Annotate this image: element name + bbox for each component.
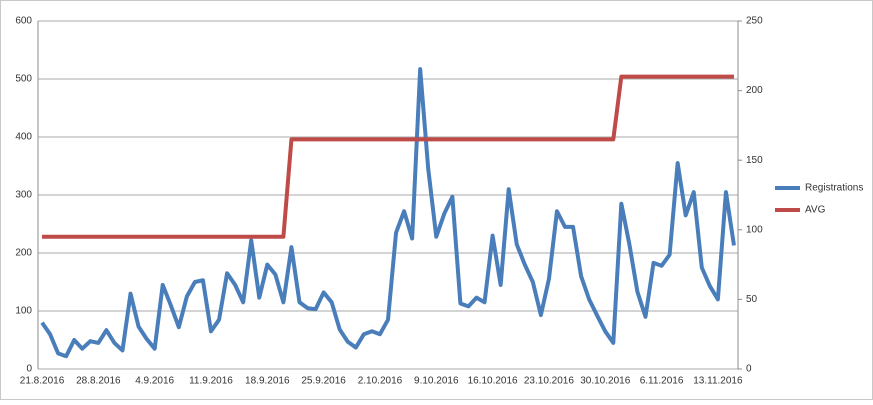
- x-tick-label: 23.10.2016: [524, 376, 574, 387]
- x-tick-label: 21.8.2016: [20, 376, 65, 387]
- series-line: [40, 67, 736, 359]
- x-tick-label: 28.8.2016: [76, 376, 121, 387]
- x-tick-label: 2.10.2016: [358, 376, 403, 387]
- y-tick-label: 600: [15, 16, 32, 27]
- y-tick-label: 0: [26, 364, 32, 375]
- y2-tick-label: 250: [746, 16, 763, 27]
- y2-tick-label: 50: [746, 294, 758, 305]
- x-tick-label: 18.9.2016: [245, 376, 290, 387]
- y-tick-label: 300: [15, 190, 32, 201]
- y-tick-label: 100: [15, 306, 32, 317]
- x-tick-label: 13.11.2016: [693, 376, 743, 387]
- x-tick-label: 30.10.2016: [580, 376, 630, 387]
- x-tick-label: 9.10.2016: [414, 376, 459, 387]
- series-line: [42, 74, 734, 239]
- x-tick-label: 6.11.2016: [640, 376, 684, 387]
- x-tick-label: 25.9.2016: [301, 376, 346, 387]
- y2-tick-label: 100: [746, 224, 763, 235]
- legend-label: AVG: [805, 205, 826, 216]
- y2-tick-label: 150: [746, 155, 763, 166]
- x-tick-label: 4.9.2016: [135, 376, 174, 387]
- y2-tick-label: 0: [746, 364, 752, 375]
- y-tick-label: 200: [15, 248, 32, 259]
- legend-label: Registrations: [805, 183, 863, 194]
- x-tick-label: 11.9.2016: [189, 376, 233, 387]
- y-tick-label: 500: [15, 74, 32, 85]
- x-tick-label: 16.10.2016: [468, 376, 518, 387]
- y2-tick-label: 200: [746, 85, 763, 96]
- y-tick-label: 400: [15, 132, 32, 143]
